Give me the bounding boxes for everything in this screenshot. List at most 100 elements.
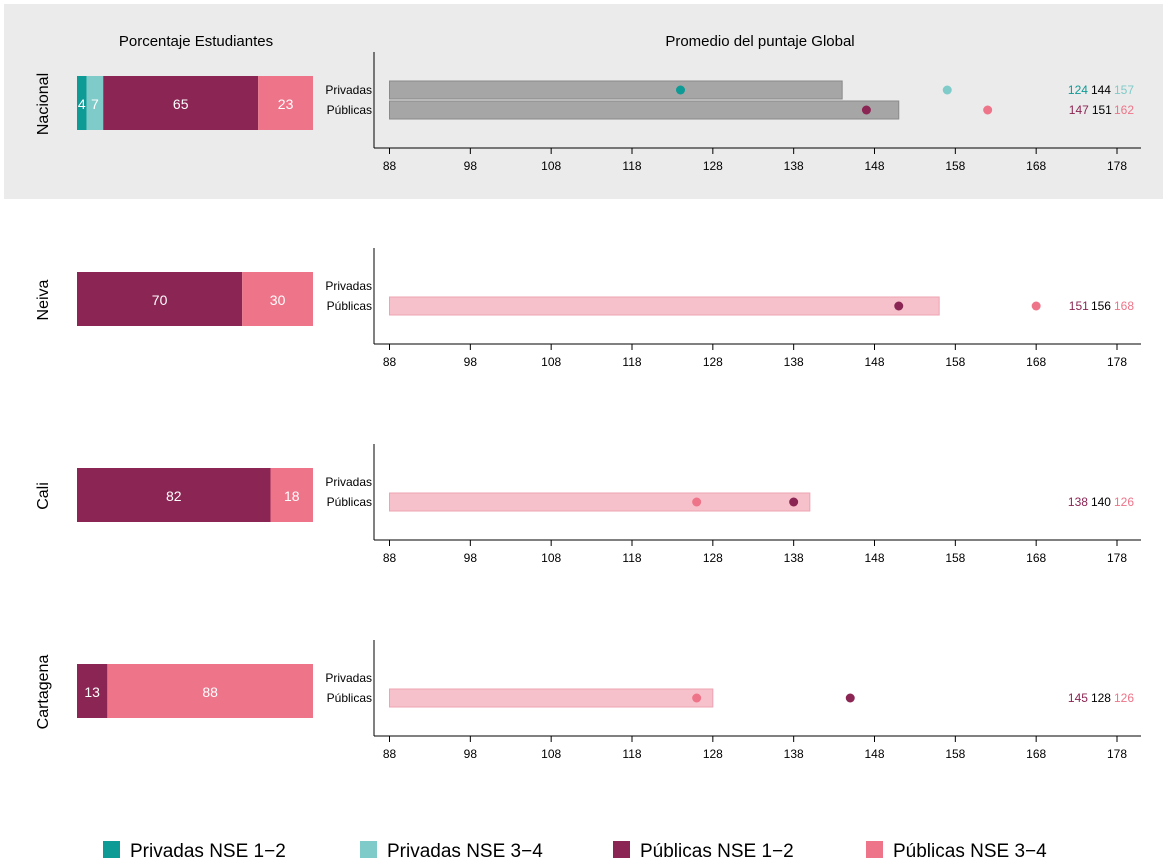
x-tick-label: 178 (1107, 747, 1127, 761)
legend-swatch (103, 841, 120, 858)
row-label: Públicas (327, 299, 372, 313)
percent-label: 30 (270, 292, 286, 308)
x-tick-label: 88 (383, 355, 397, 369)
percent-label: 7 (91, 96, 99, 112)
legend-swatch (613, 841, 630, 858)
score-values: 151 156 168 (1069, 299, 1135, 313)
x-tick-label: 148 (864, 551, 884, 565)
score-value-mean: 144 (1091, 83, 1111, 97)
x-tick-label: 88 (383, 747, 397, 761)
score-bar (389, 688, 714, 708)
x-tick-label: 128 (703, 747, 723, 761)
right-heading: Promedio del puntaje Global (665, 33, 854, 50)
x-tick-label: 108 (541, 551, 561, 565)
x-tick-label: 168 (1026, 159, 1046, 173)
score-dot-nse34 (942, 85, 952, 95)
panel-cartagena: Cartagena 13 88 88 98 108 118 128 138 148 158 168 17… (35, 640, 1141, 761)
x-tick-label: 128 (703, 551, 723, 565)
panel-cali: Cali 82 18 88 98 108 118 128 138 148 158 168 178 Priv… (35, 444, 1141, 565)
score-values: 138 140 126 (1068, 495, 1134, 509)
score-dot-nse12 (789, 497, 799, 507)
percent-segment (77, 468, 271, 522)
percent-label: 82 (166, 488, 182, 504)
x-tick-label: 118 (622, 159, 641, 173)
percent-label: 23 (278, 96, 294, 112)
x-tick-label: 168 (1026, 551, 1046, 565)
score-dot-nse12 (676, 85, 685, 95)
legend-label: Privadas NSE 3−4 (387, 841, 543, 862)
score-value-mean: 151 (1092, 103, 1112, 117)
x-tick-label: 118 (622, 355, 641, 369)
x-tick-label: 178 (1107, 159, 1127, 173)
x-tick-label: 88 (383, 551, 397, 565)
x-tick-label: 98 (464, 159, 478, 173)
x-tick-label: 128 (703, 159, 723, 173)
percent-label: 70 (152, 292, 168, 308)
percent-segment (77, 664, 108, 718)
score-values: 147 151 162 (1069, 103, 1135, 117)
score-value-nse12: 145 (1068, 691, 1088, 705)
row-label: Públicas (327, 495, 372, 509)
x-tick-label: 88 (383, 159, 397, 173)
x-tick-label: 168 (1026, 747, 1046, 761)
x-tick-label: 158 (945, 551, 965, 565)
x-tick-label: 118 (622, 747, 641, 761)
score-dot-nse34 (983, 105, 993, 115)
x-tick-label: 158 (945, 159, 965, 173)
score-value-nse34: 157 (1114, 83, 1134, 97)
legend-label: Públicas NSE 3−4 (893, 841, 1047, 862)
legend: Privadas NSE 1−2 Privadas NSE 3−4 Públicas… (103, 841, 1047, 862)
score-bar (389, 492, 811, 512)
x-tick-label: 138 (784, 159, 804, 173)
score-value-mean: 156 (1091, 299, 1111, 313)
x-tick-label: 148 (864, 747, 884, 761)
panel-label: Nacional (35, 73, 52, 135)
score-value-nse12: 138 (1068, 495, 1088, 509)
percent-segment (86, 76, 104, 130)
x-tick-label: 138 (784, 355, 804, 369)
panels-layer: Nacional 4 7 65 23 88 98 108 118 128 138 148 158 168 1… (4, 4, 1163, 761)
percent-label: 4 (78, 96, 86, 112)
percent-label: 18 (284, 488, 300, 504)
score-bar (389, 100, 900, 120)
score-value-nse34: 126 (1114, 691, 1134, 705)
row-label: Públicas (327, 691, 372, 705)
panel-neiva: Neiva 70 30 88 98 108 118 128 138 148 158 168 178 Pri… (35, 248, 1141, 369)
score-bar (389, 296, 940, 316)
legend-label: Públicas NSE 1−2 (640, 841, 794, 862)
x-tick-label: 148 (864, 355, 884, 369)
score-value-mean: 140 (1091, 495, 1111, 509)
row-label: Privadas (325, 279, 372, 293)
percent-label: 13 (84, 684, 100, 700)
percent-segment (77, 76, 87, 130)
score-value-nse12: 124 (1068, 83, 1088, 97)
x-tick-label: 178 (1107, 551, 1127, 565)
x-tick-label: 98 (464, 355, 478, 369)
score-value-nse12: 151 (1069, 299, 1089, 313)
percent-segment (77, 272, 243, 326)
x-tick-label: 128 (703, 355, 723, 369)
panel-label: Cali (35, 482, 52, 510)
percent-segment (107, 664, 313, 718)
score-dot-nse12 (845, 693, 855, 703)
x-tick-label: 158 (945, 747, 965, 761)
x-tick-label: 148 (864, 159, 884, 173)
row-label: Privadas (325, 83, 372, 97)
score-values: 124 144 157 (1068, 83, 1134, 97)
row-label: Privadas (325, 671, 372, 685)
row-label: Públicas (327, 103, 372, 117)
x-tick-label: 98 (464, 551, 478, 565)
percent-label: 65 (173, 96, 189, 112)
percent-segment (258, 76, 313, 130)
score-value-mean: 128 (1091, 691, 1111, 705)
x-tick-label: 168 (1026, 355, 1046, 369)
x-tick-label: 108 (541, 355, 561, 369)
score-bar (389, 80, 843, 100)
x-tick-label: 138 (784, 551, 804, 565)
percent-segment (103, 76, 259, 130)
x-tick-label: 98 (464, 747, 478, 761)
panel-nacional: Nacional 4 7 65 23 88 98 108 118 128 138 148 158 168 1… (4, 4, 1163, 199)
x-tick-label: 138 (784, 747, 804, 761)
panel-label: Cartagena (35, 655, 52, 730)
